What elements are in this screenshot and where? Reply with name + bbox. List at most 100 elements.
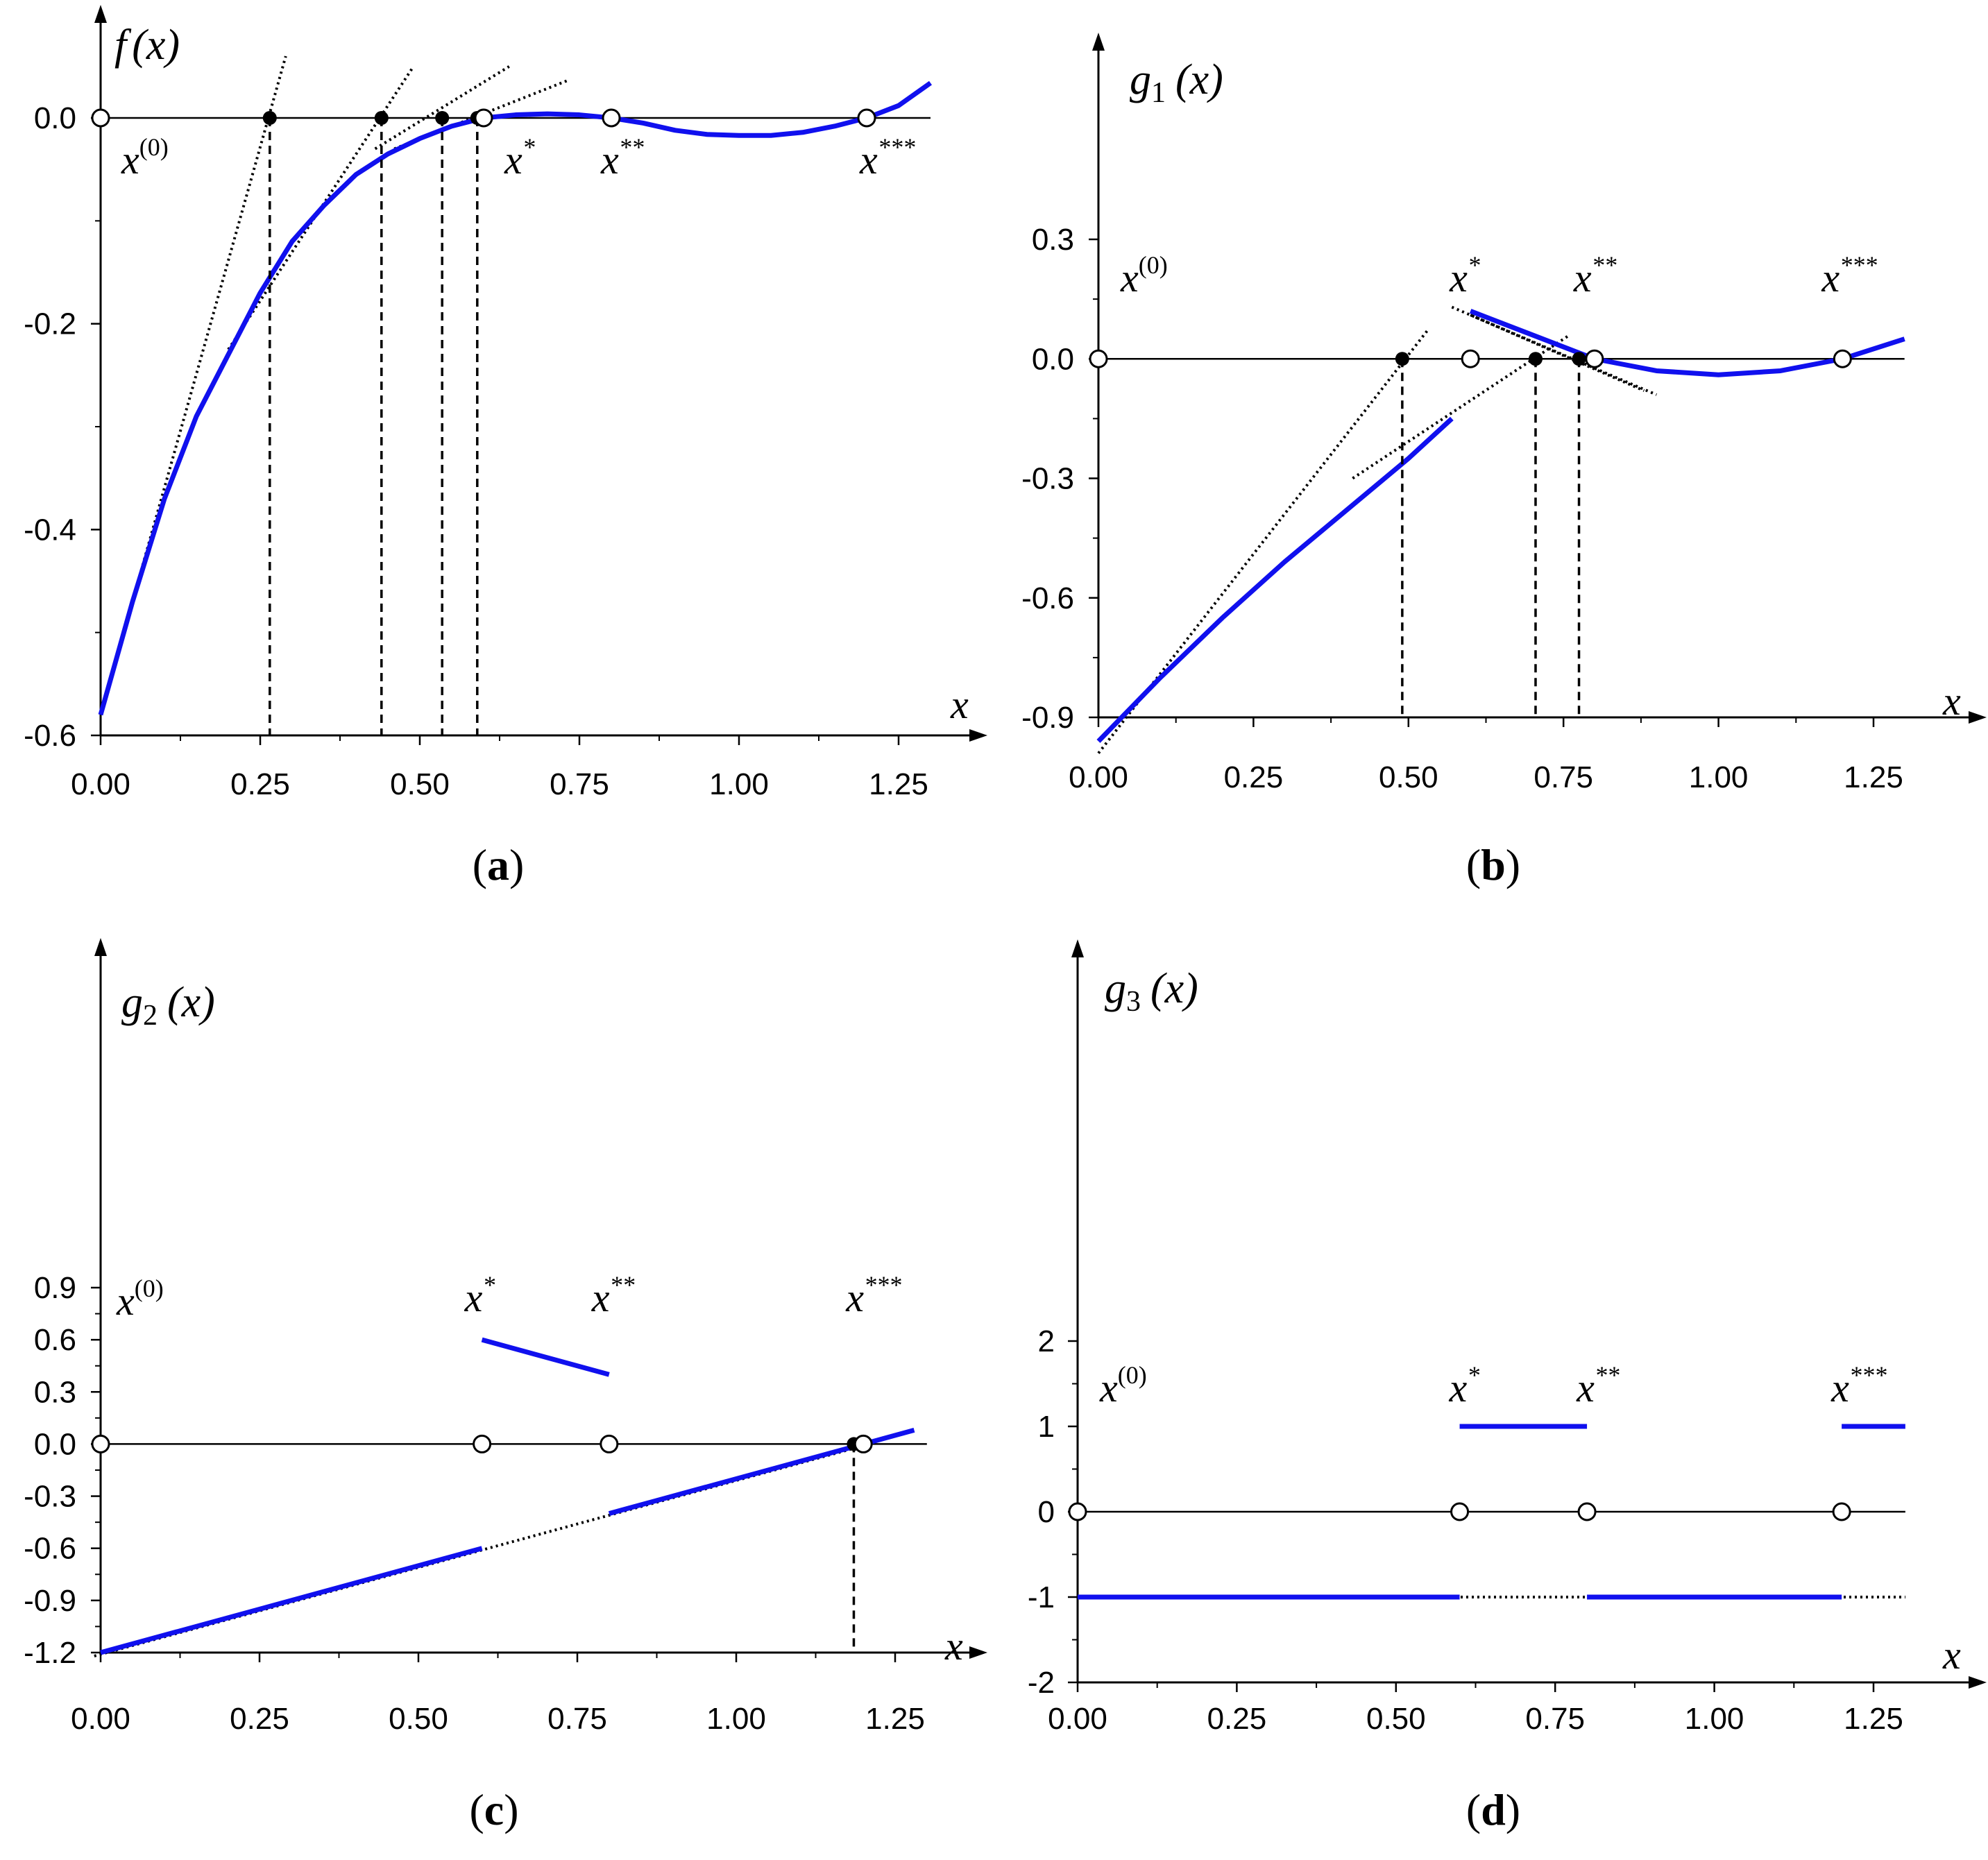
root-label-x1: x* [1449, 1361, 1480, 1410]
y-tick-label: -1.2 [24, 1636, 76, 1670]
curve-series [1096, 416, 1454, 743]
y-axis-label: g2 (x) [121, 979, 215, 1032]
iterate-point [435, 111, 450, 125]
x-tick-label: 1.25 [1844, 760, 1903, 794]
x-axis-label: x [1942, 679, 1961, 724]
y-tick-label: 0.0 [34, 1427, 76, 1461]
y-tick-label: -0.2 [24, 307, 76, 341]
y-tick-label: 0.3 [34, 1375, 76, 1409]
y-axis-label: g3 (x) [1105, 965, 1198, 1018]
y-tick-label: 0.0 [34, 101, 76, 135]
root-label-x3: x*** [859, 133, 915, 182]
y-tick-label: -0.3 [24, 1480, 76, 1514]
y-tick-label: 0.9 [34, 1271, 76, 1305]
panel-label: (b) [1466, 840, 1520, 889]
panel-d: 0.00 0.25 0.50 0.75 1.00 1.25 2 1 0 -1 -2 x g3 (x) x(0… [1028, 939, 1987, 1834]
x-tick-label: 0.50 [1366, 1702, 1426, 1736]
y-axis-arrow [94, 5, 107, 23]
y-tick-label: -0.4 [24, 513, 76, 547]
x-tick-label: 0.00 [1048, 1702, 1107, 1736]
x-axis-arrow [969, 729, 987, 742]
root-marker [1450, 1502, 1470, 1521]
y-tick-label: -0.9 [24, 1584, 76, 1618]
iterate-point [1572, 352, 1586, 366]
panel-b: 0.00 0.25 0.50 0.75 1.00 1.25 0.3 0.0 -0.3 -0.6 -0… [1021, 33, 1987, 889]
x-tick-label: 0.00 [71, 767, 130, 801]
root-marker [602, 108, 621, 128]
root-label-x1: x* [1449, 251, 1480, 300]
y-tick-label: 0 [1038, 1495, 1055, 1529]
root-label-x2: x** [1573, 251, 1617, 300]
x-axis-arrow [1969, 1676, 1987, 1689]
y-axis-label: g1 (x) [1130, 56, 1223, 109]
y-tick-label: 1 [1038, 1410, 1055, 1444]
iterate-point [1395, 352, 1409, 366]
curve-series [481, 1337, 610, 1377]
root-label-x2: x** [591, 1271, 635, 1320]
x-tick-label: 0.25 [1207, 1702, 1267, 1736]
root-label-x1: x* [464, 1271, 495, 1320]
panel-label: (d) [1466, 1785, 1520, 1834]
y-axis-arrow [94, 938, 107, 956]
root-marker [473, 1434, 492, 1453]
x-tick-label: 0.25 [230, 1702, 289, 1736]
curve-series [100, 1546, 483, 1655]
y-tick-label: -0.9 [1021, 701, 1074, 735]
root-marker [1833, 349, 1852, 368]
x-tick-label: 1.00 [709, 767, 769, 801]
iterate-point [374, 111, 389, 125]
root-label-x3: x*** [1830, 1361, 1887, 1410]
root-marker [1461, 349, 1480, 368]
root-marker [91, 108, 110, 128]
panel-a: 0.00 0.25 0.50 0.75 1.00 1.25 0.0 -0.2 -0.4 -0.6 x… [24, 5, 987, 889]
root-marker [1089, 349, 1108, 368]
x-axis-label: x [1942, 1632, 1961, 1678]
x-tick-label: 0.75 [550, 767, 609, 801]
root-label-x0: x(0) [121, 133, 169, 182]
x-axis-arrow [969, 1646, 987, 1659]
panel-label: (a) [473, 840, 525, 889]
x-tick-label: 0.00 [1069, 760, 1128, 794]
y-tick-label: 0.0 [1032, 342, 1074, 376]
curve-series [98, 80, 933, 716]
x-tick-label: 1.00 [1685, 1702, 1744, 1736]
y-tick-label: 0.3 [1032, 223, 1074, 257]
x-tick-label: 0.50 [1379, 760, 1438, 794]
y-tick-label: 0.6 [34, 1323, 76, 1357]
panel-label: (c) [469, 1785, 518, 1834]
y-tick-label: -0.6 [24, 719, 76, 753]
x-tick-label: 0.50 [389, 1702, 448, 1736]
root-marker [1068, 1502, 1087, 1521]
y-axis-arrow [1071, 939, 1084, 957]
x-tick-label: 0.75 [1534, 760, 1593, 794]
x-tick-label: 0.25 [1224, 760, 1284, 794]
x-tick-label: 1.25 [865, 1702, 925, 1736]
curve-series [1469, 309, 1905, 377]
root-label-x2: x** [600, 133, 644, 182]
root-label-x0: x(0) [1120, 251, 1168, 300]
x-tick-label: 0.75 [1525, 1702, 1585, 1736]
root-marker [857, 108, 876, 128]
x-tick-label: 1.00 [706, 1702, 766, 1736]
x-tick-label: 0.50 [390, 767, 450, 801]
y-tick-label: -0.6 [1021, 581, 1074, 615]
root-label-x0: x(0) [1099, 1361, 1147, 1410]
root-label-x2: x** [1576, 1361, 1620, 1410]
root-marker [853, 1434, 873, 1453]
tangent-line [1451, 305, 1658, 396]
root-label-x1: x* [504, 133, 535, 182]
x-axis-arrow [1969, 711, 1987, 724]
root-marker [1832, 1502, 1851, 1521]
tangent-line [374, 65, 510, 151]
panel-c: 0.00 0.25 0.50 0.75 1.00 1.25 0.9 0.6 0.3 0.0 -0.3… [24, 938, 987, 1834]
y-axis-arrow [1092, 33, 1105, 51]
x-axis-label: x [944, 1623, 963, 1669]
root-marker [1585, 349, 1604, 368]
x-axis-label: x [950, 682, 969, 727]
y-tick-label: 2 [1038, 1324, 1055, 1358]
x-tick-label: 0.00 [71, 1702, 130, 1736]
x-tick-label: 1.00 [1689, 760, 1749, 794]
iterate-point [262, 111, 277, 125]
tangent-line [1470, 314, 1645, 393]
y-tick-label: -2 [1028, 1666, 1055, 1700]
